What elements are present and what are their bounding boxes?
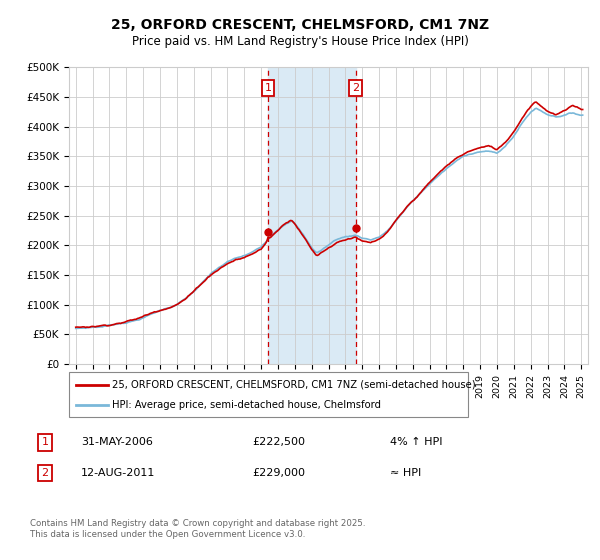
Bar xyxy=(268,67,356,364)
Text: 12-AUG-2011: 12-AUG-2011 xyxy=(81,468,155,478)
Text: Price paid vs. HM Land Registry's House Price Index (HPI): Price paid vs. HM Land Registry's House … xyxy=(131,35,469,49)
Text: 2: 2 xyxy=(41,468,49,478)
Text: 1: 1 xyxy=(265,83,272,93)
Text: 4% ↑ HPI: 4% ↑ HPI xyxy=(390,437,443,447)
Text: £222,500: £222,500 xyxy=(252,437,305,447)
Text: 2: 2 xyxy=(352,83,359,93)
Text: ≈ HPI: ≈ HPI xyxy=(390,468,421,478)
Text: Contains HM Land Registry data © Crown copyright and database right 2025.
This d: Contains HM Land Registry data © Crown c… xyxy=(30,520,365,539)
Text: HPI: Average price, semi-detached house, Chelmsford: HPI: Average price, semi-detached house,… xyxy=(112,400,381,410)
Text: 25, ORFORD CRESCENT, CHELMSFORD, CM1 7NZ (semi-detached house): 25, ORFORD CRESCENT, CHELMSFORD, CM1 7NZ… xyxy=(112,380,476,390)
Text: £229,000: £229,000 xyxy=(252,468,305,478)
Text: 1: 1 xyxy=(41,437,49,447)
Text: 31-MAY-2006: 31-MAY-2006 xyxy=(81,437,153,447)
Text: 25, ORFORD CRESCENT, CHELMSFORD, CM1 7NZ: 25, ORFORD CRESCENT, CHELMSFORD, CM1 7NZ xyxy=(111,18,489,32)
